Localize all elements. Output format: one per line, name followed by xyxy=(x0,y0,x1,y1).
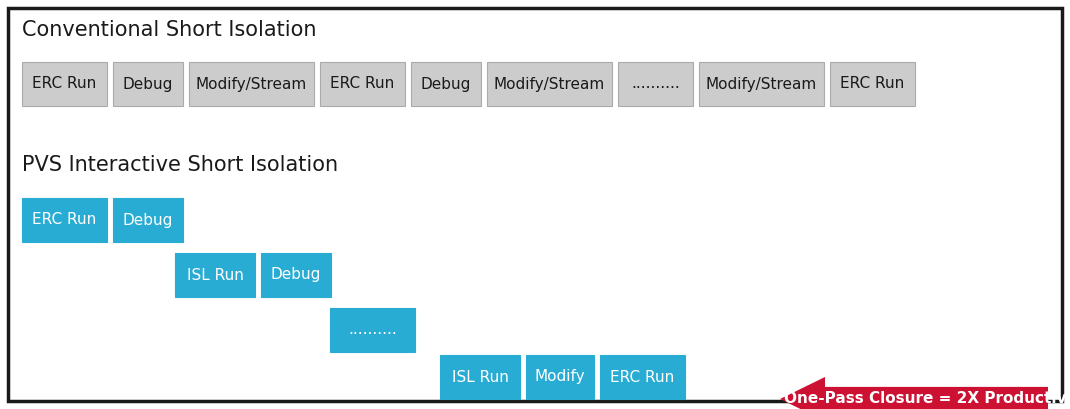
FancyBboxPatch shape xyxy=(699,62,824,106)
Text: One-Pass Closure = 2X Productivity: One-Pass Closure = 2X Productivity xyxy=(784,391,1070,407)
FancyBboxPatch shape xyxy=(526,355,594,399)
FancyBboxPatch shape xyxy=(7,8,1063,401)
Text: Debug: Debug xyxy=(123,76,173,92)
Text: Debug: Debug xyxy=(123,213,173,227)
FancyBboxPatch shape xyxy=(618,62,693,106)
FancyBboxPatch shape xyxy=(411,62,482,106)
Text: ERC Run: ERC Run xyxy=(32,213,96,227)
Polygon shape xyxy=(780,377,1048,409)
FancyBboxPatch shape xyxy=(113,198,183,242)
FancyBboxPatch shape xyxy=(189,62,314,106)
Text: ..........: .......... xyxy=(348,323,397,337)
FancyBboxPatch shape xyxy=(330,308,415,352)
FancyBboxPatch shape xyxy=(440,355,520,399)
FancyBboxPatch shape xyxy=(22,62,107,106)
FancyBboxPatch shape xyxy=(113,62,183,106)
FancyBboxPatch shape xyxy=(261,253,331,297)
Text: Modify: Modify xyxy=(535,369,585,384)
FancyBboxPatch shape xyxy=(830,62,915,106)
Text: Debug: Debug xyxy=(271,267,321,283)
Text: Modify/Stream: Modify/Stream xyxy=(706,76,817,92)
FancyBboxPatch shape xyxy=(320,62,406,106)
FancyBboxPatch shape xyxy=(175,253,255,297)
Text: ISL Run: ISL Run xyxy=(452,369,508,384)
FancyBboxPatch shape xyxy=(600,355,685,399)
FancyBboxPatch shape xyxy=(487,62,612,106)
Text: ISL Run: ISL Run xyxy=(186,267,244,283)
Text: ERC Run: ERC Run xyxy=(331,76,395,92)
Text: PVS Interactive Short Isolation: PVS Interactive Short Isolation xyxy=(22,155,338,175)
Text: ERC Run: ERC Run xyxy=(840,76,904,92)
Text: Modify/Stream: Modify/Stream xyxy=(494,76,606,92)
Text: Debug: Debug xyxy=(421,76,471,92)
Text: Conventional Short Isolation: Conventional Short Isolation xyxy=(22,20,317,40)
FancyBboxPatch shape xyxy=(22,198,107,242)
Text: ..........: .......... xyxy=(631,76,679,92)
Text: ERC Run: ERC Run xyxy=(610,369,674,384)
Text: Modify/Stream: Modify/Stream xyxy=(196,76,307,92)
Text: ERC Run: ERC Run xyxy=(32,76,96,92)
